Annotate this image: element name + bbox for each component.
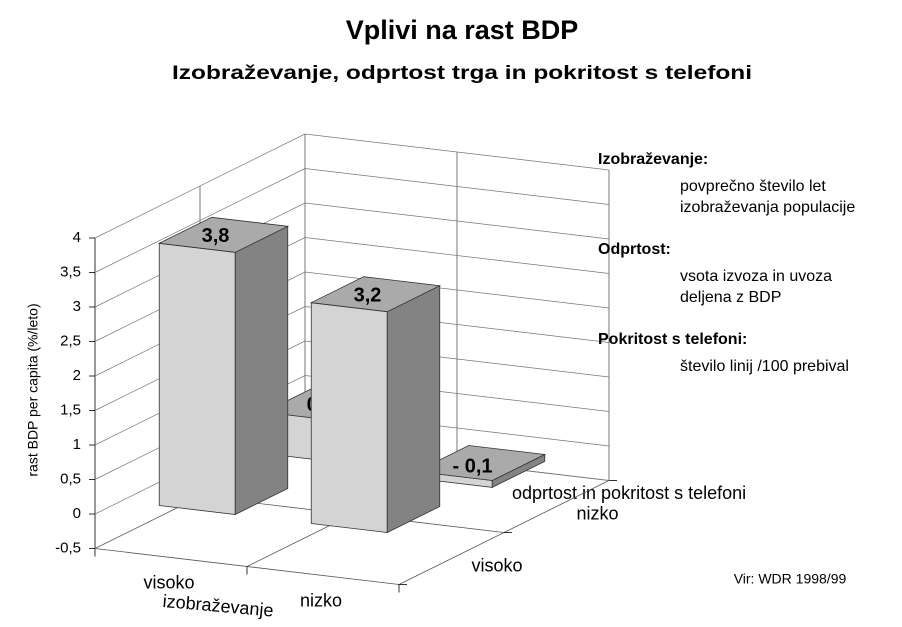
- y-tick-label: -0,5: [55, 539, 81, 556]
- y-tick-label: 1,5: [60, 401, 81, 418]
- y-axis-label: rast BDP per capita (%/leto): [25, 303, 41, 476]
- bar-front: [310, 302, 388, 533]
- note-line: povprečno število let: [680, 178, 826, 195]
- bar-front: [158, 242, 236, 515]
- chart-subtitle: Izobraževanje, odprtost trga in pokritos…: [172, 63, 752, 84]
- bar-top: [309, 276, 442, 313]
- y-tick-label: 2: [73, 367, 81, 384]
- bar-top: [157, 216, 290, 253]
- x-tick-label: nizko: [300, 590, 342, 610]
- value-label: - 0,1: [452, 455, 492, 477]
- note-heading: Odprtost:: [598, 241, 671, 258]
- y-tick-label: 1: [73, 436, 81, 453]
- y-tick-label: 0,5: [60, 470, 81, 487]
- grid-line: [94, 168, 610, 273]
- chart-title: Vplivi na rast BDP: [346, 15, 579, 45]
- depth-tick-label: visoko: [472, 555, 523, 575]
- bar: [309, 276, 442, 534]
- depth-axis-label: odprtost in pokritost s telefoni: [512, 483, 746, 503]
- note-line: izobraževanja populacije: [680, 199, 855, 216]
- grid-segment: [94, 168, 610, 273]
- bar: [157, 216, 290, 516]
- bar-top: [414, 445, 547, 481]
- bar-side: [234, 225, 289, 516]
- bar-side: [386, 285, 441, 534]
- y-tick-label: 2,5: [60, 332, 81, 349]
- note-line: deljena z BDP: [680, 289, 781, 306]
- source: Vir: WDR 1998/99: [734, 571, 847, 587]
- y-tick-label: 3: [73, 298, 81, 315]
- x-axis-label: izobraževanje: [162, 591, 274, 621]
- y-tick-label: 4: [73, 229, 81, 246]
- x-tick-label: visoko: [143, 572, 194, 592]
- y-tick-label: 3,5: [60, 263, 81, 280]
- depth-tick-label: nizko: [577, 503, 619, 523]
- note-line: število linij /100 prebival: [680, 358, 849, 375]
- y-tick-label: 0: [73, 505, 81, 522]
- note-heading: Pokritost s telefoni:: [598, 331, 747, 348]
- grid-segment: [94, 133, 610, 239]
- value-label: 3,2: [354, 284, 382, 306]
- note-heading: Izobraževanje:: [598, 151, 708, 168]
- value-label: 3,8: [202, 225, 230, 247]
- note-line: vsota izvoza in uvoza: [680, 268, 832, 285]
- grid-line: [94, 133, 610, 239]
